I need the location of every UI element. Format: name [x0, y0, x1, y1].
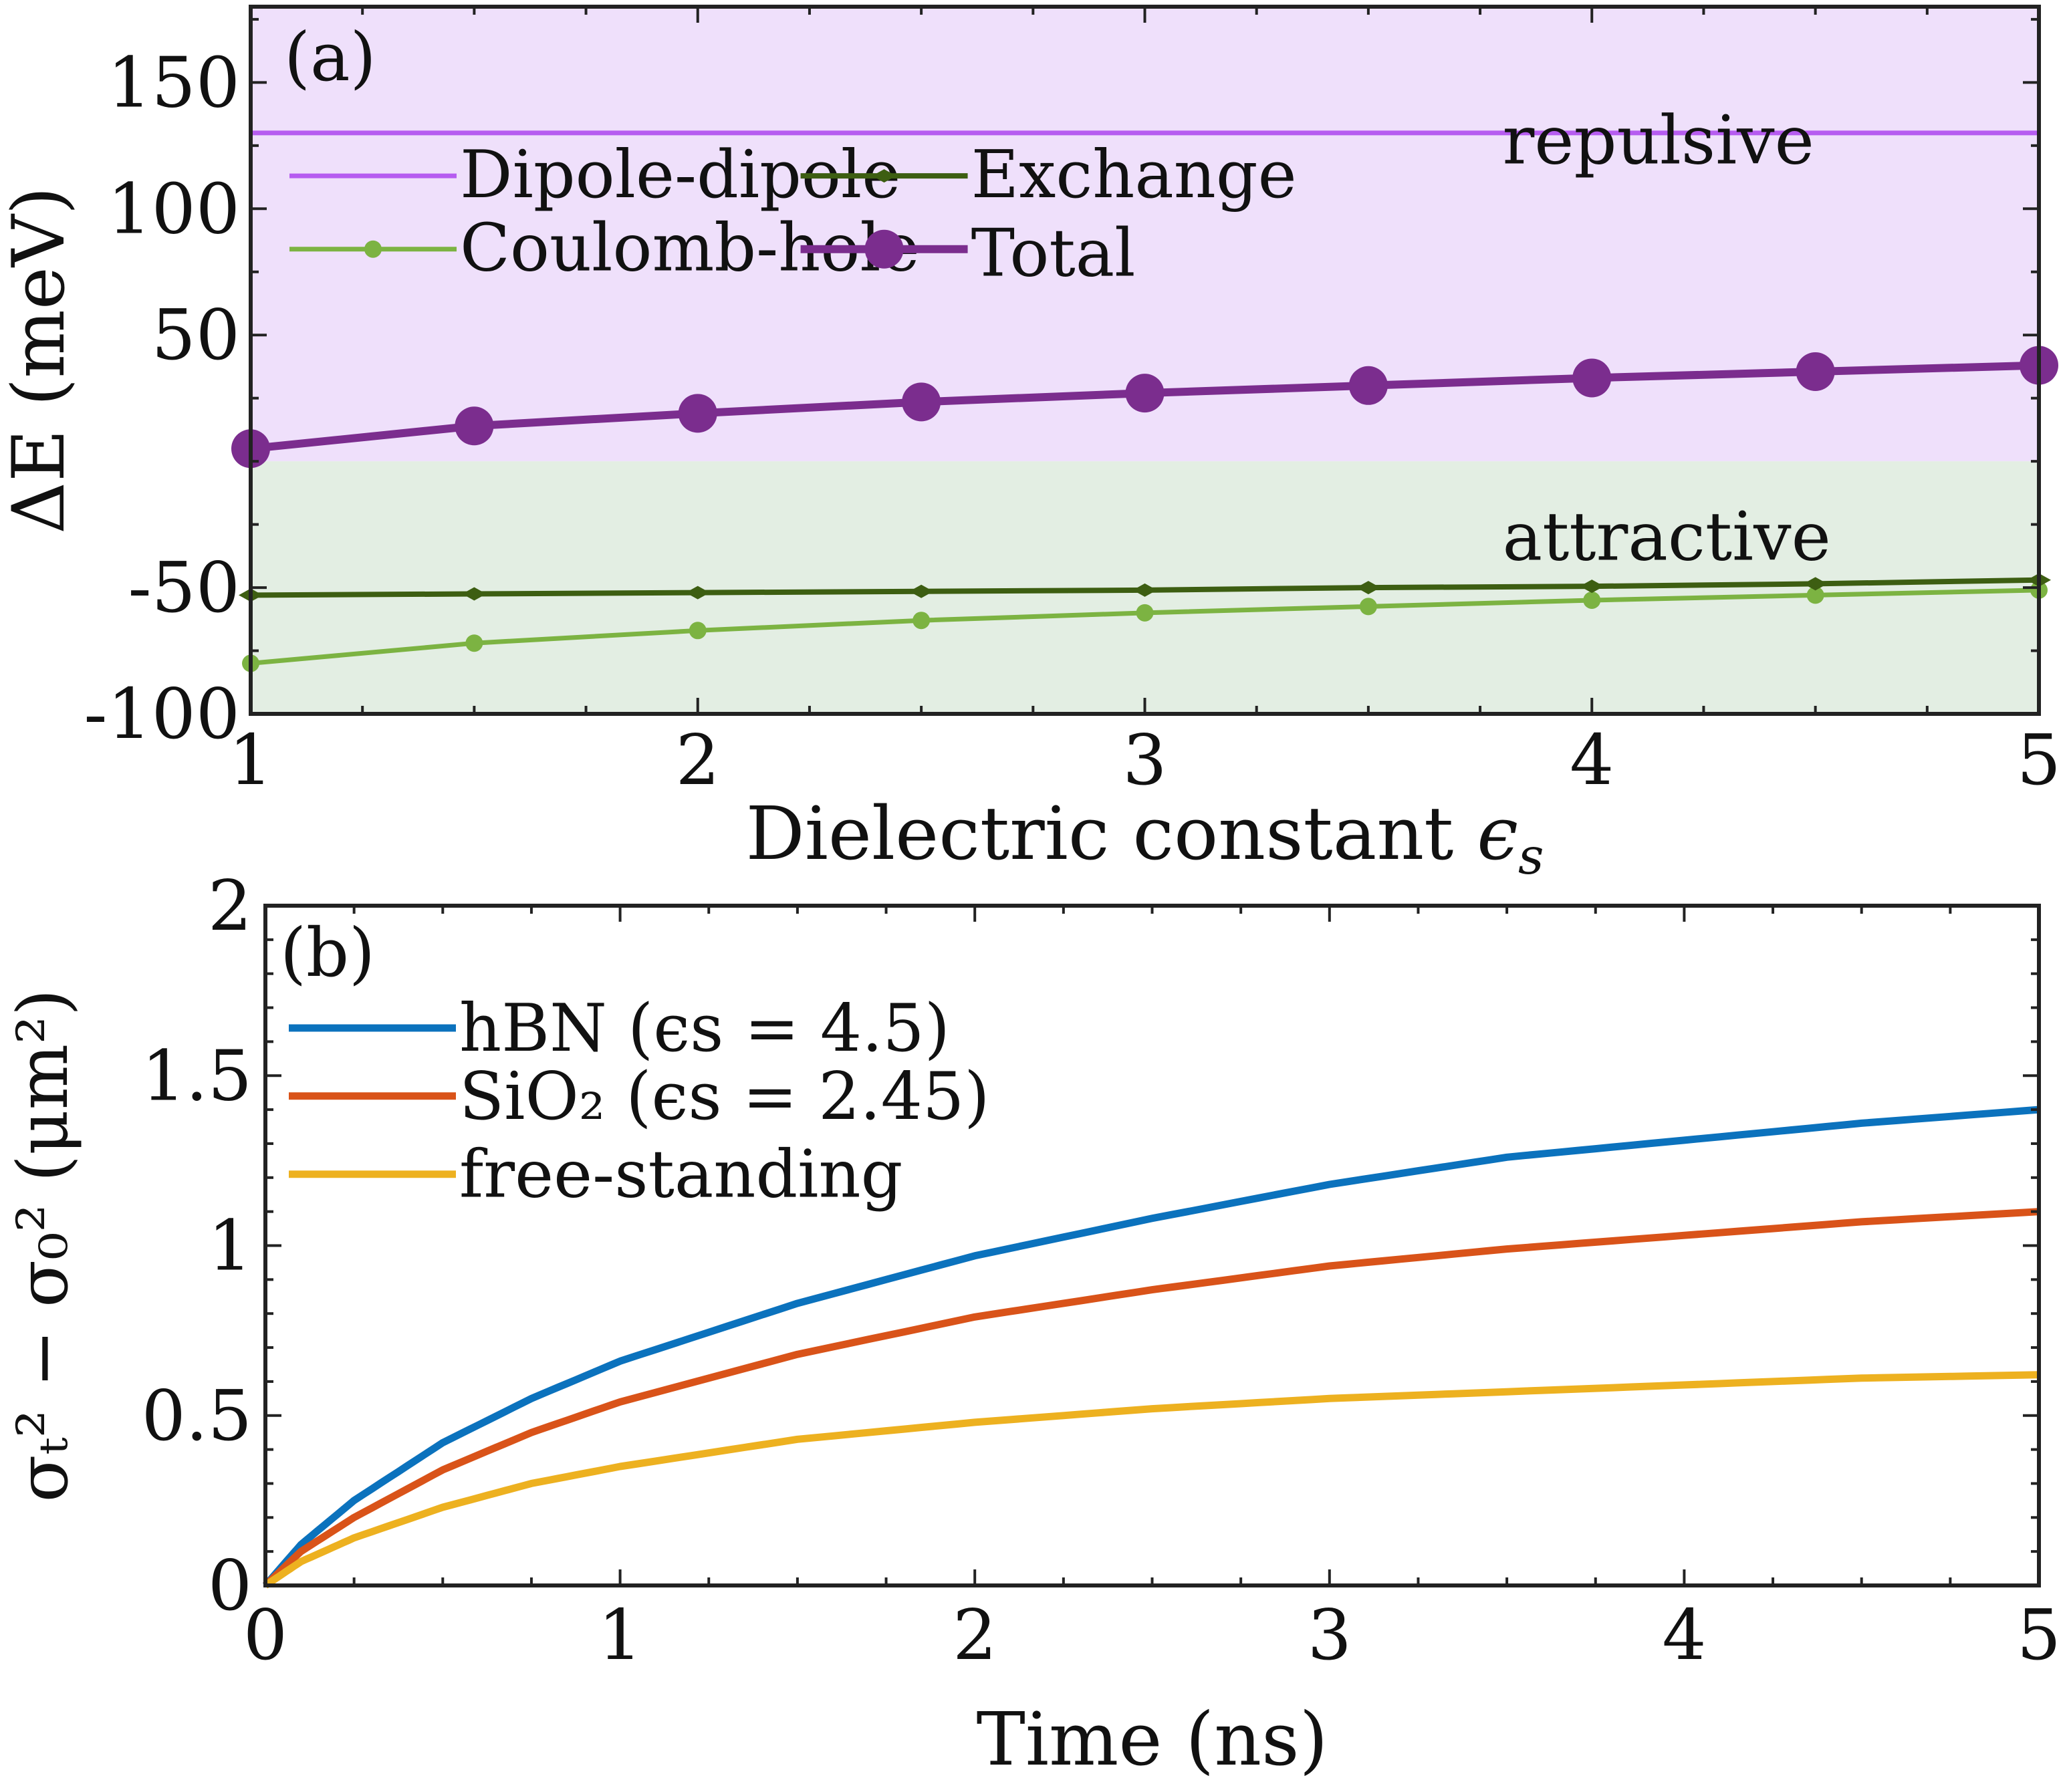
y-tick-label: 1.5	[142, 1035, 252, 1116]
legend-exchange-label: Exchange	[971, 137, 1297, 213]
exchange-point	[685, 586, 710, 600]
y-tick-label: 100	[107, 168, 240, 249]
x-tick-label: 3	[1308, 1594, 1352, 1676]
x-tick-label: 5	[2017, 719, 2061, 801]
y-axis-label: σₜ² − σ₀² (μm²)	[2, 989, 84, 1502]
total-point	[902, 382, 941, 422]
coulomb-hole-point	[1583, 591, 1601, 609]
series-free-standing-line	[263, 1371, 2040, 1589]
x-tick-label: 0	[243, 1594, 287, 1676]
total-point	[1796, 352, 1835, 392]
y-axis-label: ΔE (meV)	[0, 186, 81, 534]
series-hbn-line	[262, 1106, 2040, 1588]
ticks	[264, 904, 2040, 1587]
exchange-point	[1132, 583, 1157, 597]
attractive-label: attractive	[1503, 498, 1831, 576]
x-axis-label: Dielectric constant ϵs	[746, 791, 1544, 886]
y-tick-label: 1	[208, 1205, 252, 1287]
coulomb-hole-point	[465, 634, 483, 652]
panel-label-a: (a)	[284, 18, 376, 96]
exchange-point	[1803, 577, 1828, 591]
panel-b: 0 1 2 3 4 500.511.52(b)hBN (ϵs = 4.5)SiO₂ (ϵs…	[2, 865, 2061, 1782]
panel-a: 1 2 3 4 5 -100 -50 50 100 150 repulsive attractive (…	[0, 5, 2061, 886]
y-tick-label: 0	[208, 1545, 252, 1626]
coulomb-hole-point	[913, 612, 931, 630]
legend-free-standing-label: free-standing	[459, 1137, 902, 1213]
y-tick-label: 50	[152, 294, 240, 376]
repulsive-label: repulsive	[1503, 101, 1814, 179]
coulomb-hole-point	[689, 622, 707, 640]
x-tick-label: 2	[676, 719, 720, 801]
y-tick-label: -100	[84, 673, 240, 755]
total-point	[1348, 366, 1388, 405]
exchange-point	[1356, 581, 1380, 595]
exchange-point	[909, 584, 934, 598]
legend-b: hBN (ϵs = 4.5)SiO₂ (ϵs = 2.45)free-stand…	[289, 991, 990, 1213]
y-tick-label: 150	[107, 41, 240, 123]
total-point	[1125, 374, 1165, 413]
legend-hbn-label: hBN (ϵs = 4.5)	[459, 991, 950, 1067]
x-tick-label: 4	[1570, 719, 1614, 801]
x-tick-label: 2	[953, 1594, 997, 1676]
coulomb-hole-point	[1359, 598, 1377, 616]
coulomb-hole-point	[1136, 604, 1154, 622]
legend-total-marker	[864, 229, 904, 269]
x-tick-label: 5	[2017, 1594, 2061, 1676]
y-tick-label: -50	[128, 547, 240, 628]
x-tick-label: 4	[1662, 1594, 1706, 1676]
y-tick-label: 0.5	[142, 1375, 252, 1456]
x-axis-label: Time (ns)	[976, 1696, 1328, 1782]
legend-sio-label: SiO₂ (ϵs = 2.45)	[459, 1059, 990, 1135]
y-tick-label: 2	[208, 865, 252, 946]
coulomb-hole-point	[1806, 586, 1824, 604]
legend-total-label: Total	[971, 216, 1136, 292]
exchange-point	[1580, 580, 1604, 594]
total-point	[1572, 358, 1612, 398]
legend-coulomb-hole-marker	[364, 240, 382, 258]
ticks	[249, 7, 2040, 715]
series-sio-line	[263, 1208, 2040, 1588]
legend-exchange-marker	[872, 169, 896, 183]
panel-label-b: (b)	[280, 914, 375, 992]
total-point	[678, 394, 717, 433]
x-tick-label: 1	[598, 1594, 642, 1676]
x-tick-label: 1	[229, 719, 273, 801]
total-point	[455, 406, 494, 446]
x-tick-label: 3	[1122, 719, 1167, 801]
exchange-point	[462, 587, 487, 601]
